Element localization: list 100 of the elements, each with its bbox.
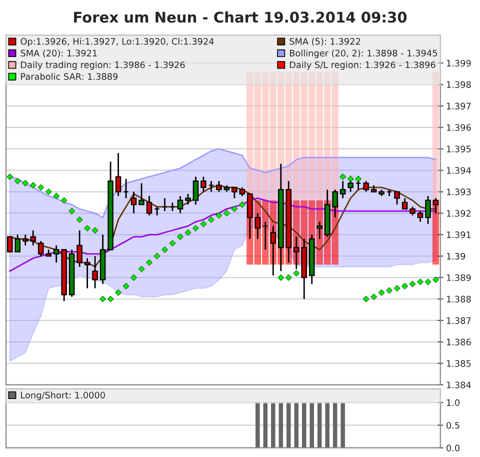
candlestick (177, 195, 184, 214)
candlestick (162, 198, 168, 212)
point (424, 278, 432, 286)
candlestick (417, 210, 424, 222)
point (378, 289, 385, 296)
y-tick-label: 1.389 (446, 274, 471, 282)
point (402, 282, 408, 290)
candlestick (208, 180, 214, 192)
y-tick-label: 1.398 (446, 81, 471, 88)
point (231, 206, 238, 212)
point (60, 197, 68, 204)
point (22, 180, 29, 186)
point (238, 201, 246, 208)
point (370, 294, 378, 300)
point (432, 276, 439, 283)
candlestick (402, 198, 408, 210)
legend-label: SMA (5): 1.3922 (290, 38, 360, 46)
candlestick (22, 234, 28, 246)
y-tick-label: 1.399 (446, 60, 471, 67)
candlestick (123, 178, 129, 199)
point (293, 270, 300, 276)
point (208, 216, 214, 223)
candlestick (192, 176, 199, 206)
point (138, 266, 145, 272)
point (146, 259, 152, 266)
y-tick-label: 1.391 (446, 231, 471, 238)
point (409, 280, 416, 288)
point (200, 220, 207, 228)
point (386, 287, 393, 294)
point (162, 246, 168, 253)
chart-title: Forex um Neun - Chart 19.03.2014 09:30 (74, 11, 407, 23)
point (115, 289, 122, 296)
y-tick-label: 1.385 (446, 360, 471, 367)
point (355, 176, 362, 182)
candlestick (115, 152, 122, 197)
legend-label: Daily S/L region: 1.3926 - 1.3896 (290, 61, 436, 70)
candlestick (92, 255, 98, 289)
y-tick-label: 1.388 (446, 296, 471, 303)
point (14, 178, 21, 184)
point (53, 192, 60, 200)
candlestick (76, 230, 82, 268)
point (92, 227, 98, 234)
y-tick-label: 1.397 (446, 102, 471, 110)
point (216, 212, 222, 219)
candlestick (316, 221, 322, 240)
point (107, 296, 114, 302)
candlestick (200, 176, 206, 192)
candlestick (30, 230, 36, 246)
candlestick (340, 180, 346, 199)
legend-label: Long/Short: 1.0000 (21, 392, 105, 400)
point (362, 296, 370, 302)
y-tick-label: 0.0 (446, 444, 460, 452)
y-tick-label: 1.386 (446, 338, 471, 346)
candlestick (363, 180, 369, 192)
legend-label: Parabolic SAR: 1.3889 (21, 72, 118, 80)
candlestick (53, 244, 60, 264)
point (30, 182, 36, 189)
y-tick-label: 1.393 (446, 188, 471, 196)
y-tick-label: 1.394 (446, 167, 471, 174)
y-tick-label: 0.5 (446, 422, 460, 429)
point (169, 240, 176, 246)
candlestick (185, 193, 191, 206)
point (122, 282, 130, 290)
point (154, 252, 160, 260)
point (45, 188, 52, 195)
point (394, 285, 400, 292)
candlestick (146, 195, 152, 216)
point (278, 274, 284, 281)
point (38, 184, 44, 191)
legend-label: Bollinger (20, 2): 1.3898 - 1.3945 (290, 50, 437, 58)
point (285, 274, 292, 281)
point (6, 174, 14, 180)
candlestick (394, 191, 400, 206)
candlestick (138, 182, 144, 206)
point (417, 278, 424, 286)
candlestick (216, 180, 222, 192)
point (223, 210, 230, 216)
candlestick (425, 195, 431, 225)
candlestick (232, 186, 238, 199)
point (76, 216, 83, 223)
y-tick-label: 1.387 (446, 317, 471, 324)
point (84, 224, 91, 232)
legend-label: SMA (20): 1.3921 (20, 50, 97, 58)
point (130, 274, 137, 281)
legend-label: Op:1.3926, Hi:1.3927, Lo:1.3920, Cl:1.3924 (20, 38, 214, 46)
y-tick-label: 1.39 (446, 252, 466, 260)
legend-label: Daily trading region: 1.3986 - 1.3926 (21, 61, 185, 70)
candlestick (130, 191, 137, 214)
point (340, 174, 346, 180)
candlestick (84, 258, 90, 289)
y-tick-label: 1.395 (446, 146, 471, 152)
candlestick (38, 240, 44, 257)
point (177, 234, 184, 240)
point (68, 208, 76, 214)
y-tick-label: 1.392 (446, 210, 471, 217)
point (184, 229, 192, 236)
point (347, 176, 354, 182)
line-series (9, 198, 436, 272)
y-tick-label: 1.0 (446, 399, 460, 406)
point (100, 296, 106, 302)
